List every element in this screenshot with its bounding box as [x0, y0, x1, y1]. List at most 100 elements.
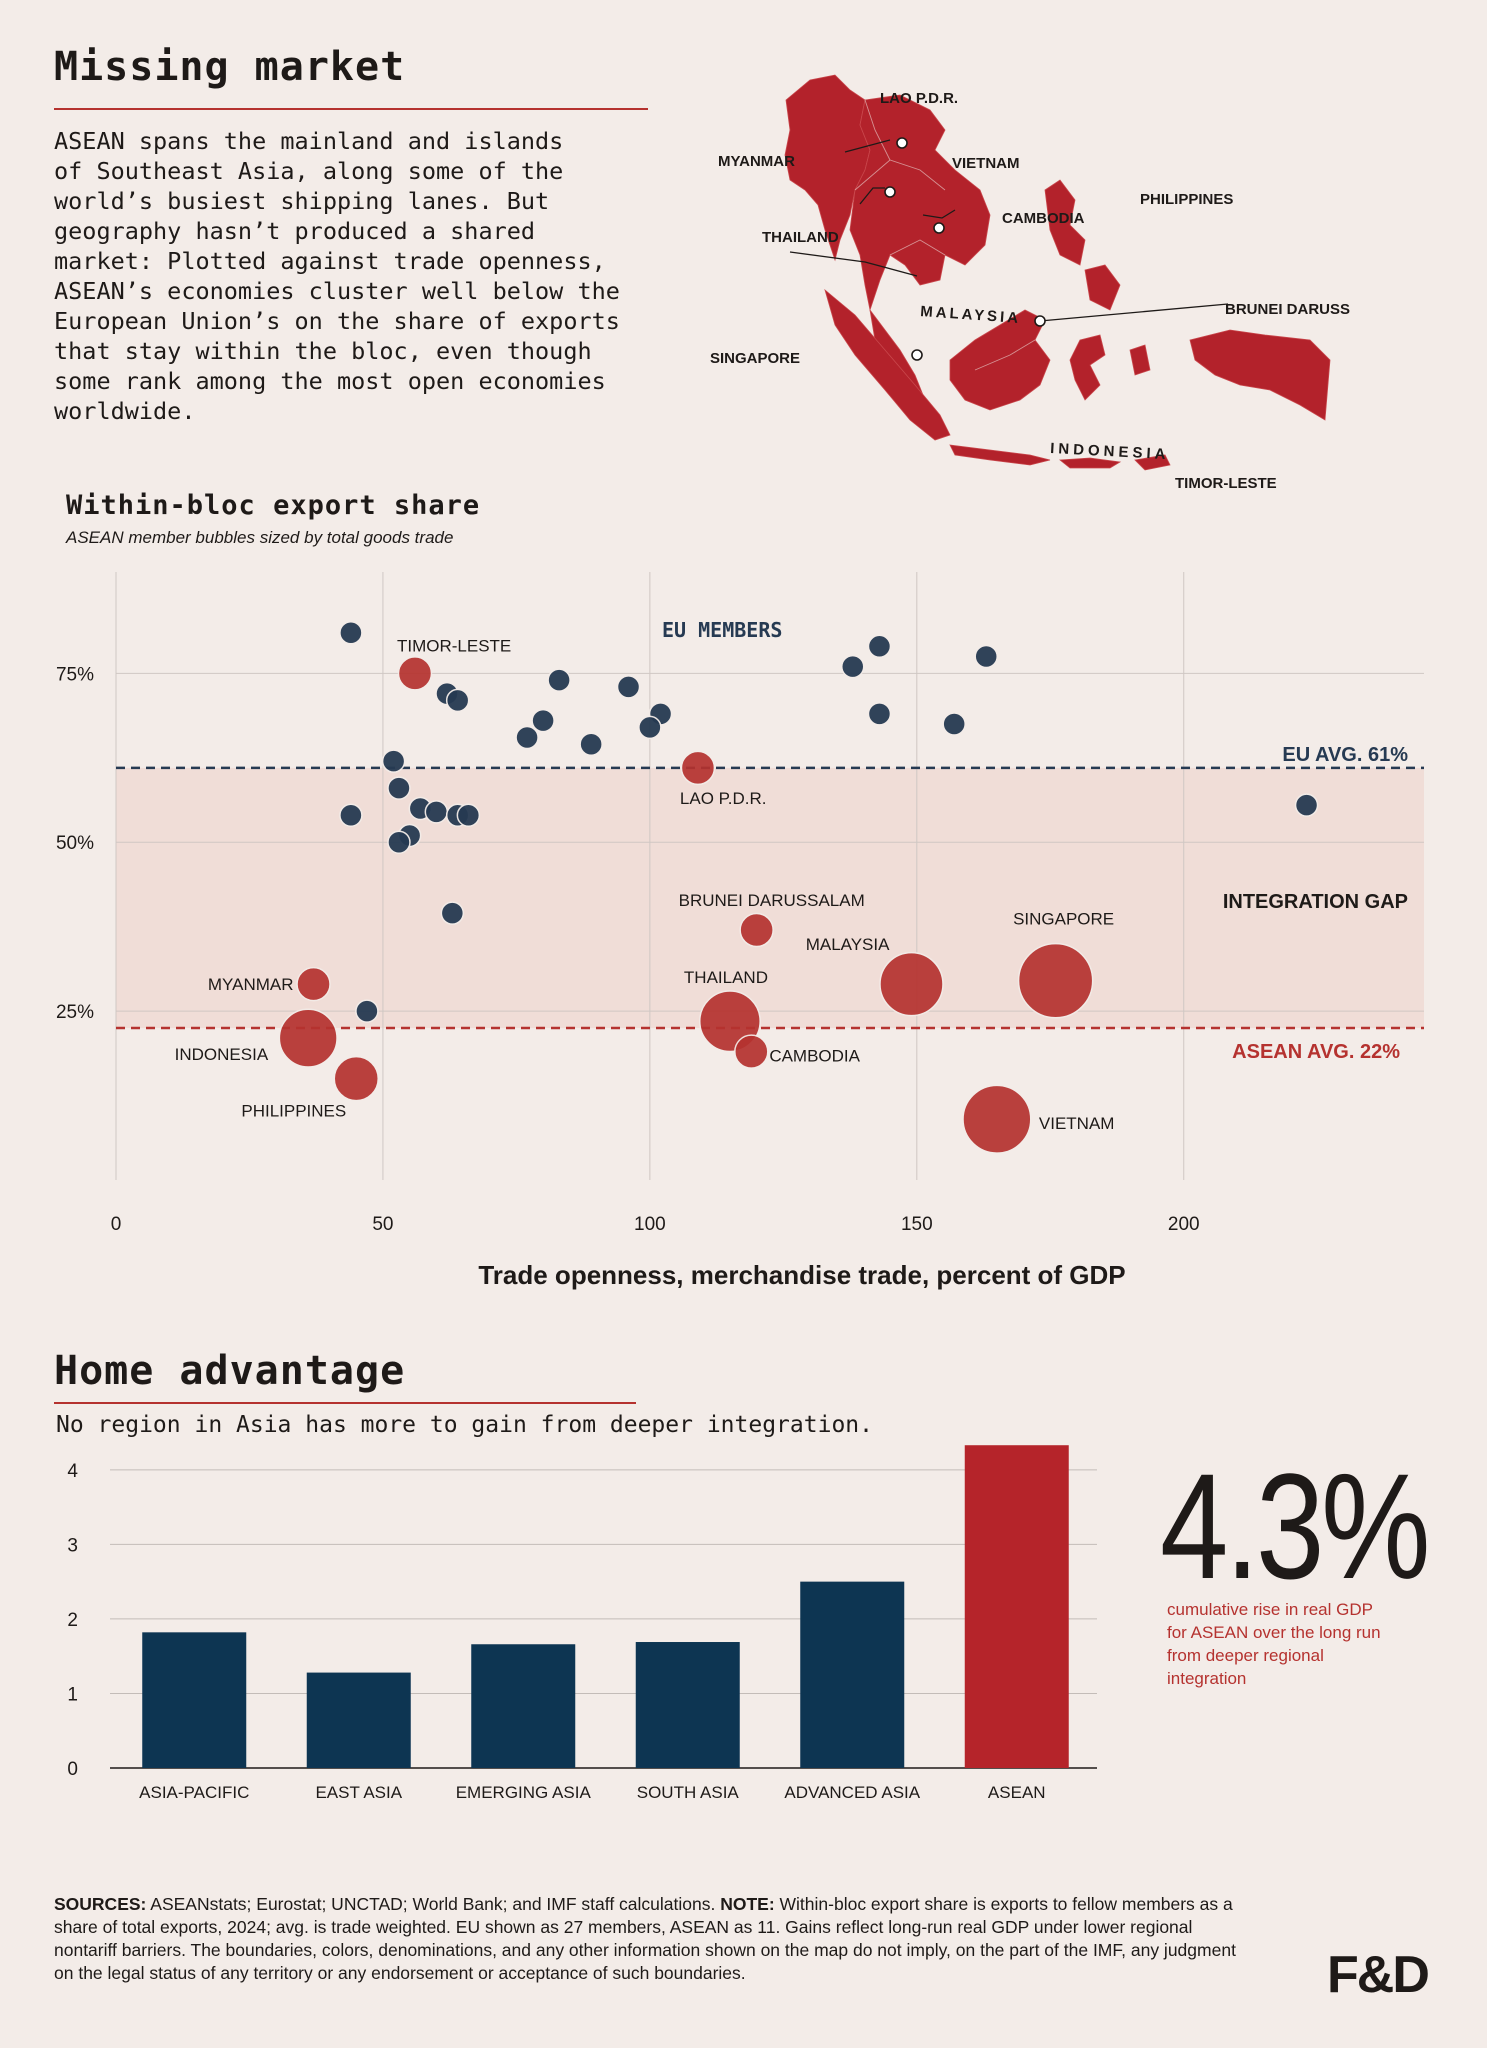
x-tick-label: 100	[634, 1214, 666, 1235]
map-label-timor-leste: TIMOR-LESTE	[1175, 475, 1277, 492]
bar-title: Home advantage	[54, 1348, 406, 1394]
asean-point-label: BRUNEI DARUSSALAM	[679, 891, 865, 910]
asean-member-point	[1017, 942, 1094, 1019]
map-borders	[854, 99, 1036, 371]
x-tick-label: 50	[372, 1214, 393, 1235]
bar-category-label: SOUTH ASIA	[637, 1783, 740, 1802]
asean-map: LAO P.D.R. MYANMAR VIETNAM THAILAND CAMB…	[710, 74, 1350, 492]
asean-member-point	[296, 966, 331, 1002]
bar-y-tick-label: 3	[67, 1535, 78, 1556]
asean-member-point	[397, 656, 433, 691]
asean-point-label: THAILAND	[684, 968, 768, 987]
bar	[471, 1644, 576, 1768]
asean-member-point	[734, 1034, 769, 1069]
scatter-chart: 0 50 100 150 200 25% 50% 75% TIMOR-LESTE LAO P.D…	[56, 572, 1424, 1290]
map-label-myanmar: MYANMAR	[718, 153, 795, 170]
asean-member-point	[879, 951, 944, 1017]
map-landmass	[784, 74, 1331, 471]
eu-member-point	[339, 621, 363, 645]
asean-point-label: MYANMAR	[208, 975, 294, 994]
bar-title-rule	[54, 1402, 636, 1404]
bar	[142, 1632, 247, 1768]
map-label-malaysia: MALAYSIA	[920, 303, 1022, 327]
eu-member-point	[387, 830, 411, 854]
eu-members-label: EU MEMBERS	[662, 618, 782, 642]
bar-labels: ASIA-PACIFIC EAST ASIA EMERGING ASIA SOUTH …	[139, 1783, 1045, 1802]
bar	[800, 1581, 905, 1768]
scatter-labels: TIMOR-LESTE LAO P.D.R. BRUNEI DARUSSALAM MY…	[175, 636, 1115, 1133]
x-tick-label: 150	[901, 1214, 933, 1235]
asean-member-point	[962, 1084, 1032, 1154]
y-tick-label: 50%	[56, 833, 94, 854]
map-label-lao: LAO P.D.R.	[880, 90, 958, 107]
eu-member-point	[355, 999, 379, 1023]
map-labels: LAO P.D.R. MYANMAR VIETNAM THAILAND CAMB…	[710, 90, 1350, 492]
eu-member-point	[515, 725, 539, 750]
asean-member-point	[739, 912, 774, 948]
asean-member-point	[680, 750, 716, 786]
asean-point-label: LAO P.D.R.	[680, 789, 767, 808]
bar-y-tick-label: 2	[67, 1610, 78, 1631]
eu-member-point	[867, 634, 892, 659]
eu-member-point	[440, 901, 465, 925]
asean-point-label: VIETNAM	[1039, 1114, 1115, 1133]
fd-logo: F&D	[1327, 1946, 1430, 2004]
eu-member-point	[867, 702, 892, 726]
asean-point-label: MALAYSIA	[806, 935, 890, 954]
title-rule	[54, 108, 648, 110]
scatter-grid	[115, 572, 1424, 1180]
bar-category-label: ASEAN	[988, 1783, 1046, 1802]
bar-rects	[142, 1445, 1069, 1768]
eu-member-point	[1294, 793, 1319, 817]
intro-text: ASEAN spans the mainland and islands of …	[54, 127, 620, 425]
eu-member-point	[456, 803, 481, 827]
eu-member-point	[579, 732, 603, 757]
bar-category-label: EMERGING ASIA	[456, 1783, 592, 1802]
map-leaders	[789, 139, 1229, 322]
eu-member-point	[841, 654, 865, 679]
scatter-x-axis-label: Trade openness, merchandise trade, perce…	[478, 1260, 1125, 1290]
asean-average-label: ASEAN AVG. 22%	[1232, 1041, 1400, 1063]
bar-category-label: EAST ASIA	[315, 1783, 402, 1802]
eu-average-label: EU AVG. 61%	[1282, 744, 1408, 766]
integration-gap-label: INTEGRATION GAP	[1223, 891, 1408, 913]
map-label-brunei: BRUNEI DARUSSALAM	[1225, 301, 1350, 318]
sources-label: SOURCES:	[54, 1894, 147, 1914]
sources-note: SOURCES: ASEANstats; Eurostat; UNCTAD; W…	[54, 1893, 1254, 1985]
bar-subtitle: No region in Asia has more to gain from …	[56, 1412, 873, 1438]
scatter-ticks: 0 50 100 150 200 25% 50% 75%	[56, 664, 1200, 1235]
stat-note: cumulative rise in real GDP for ASEAN ov…	[1167, 1600, 1381, 1688]
page-title: Missing market	[54, 44, 406, 90]
bar-grid: 0 1 2 3 4	[67, 1461, 1097, 1780]
map-label-philippines: PHILIPPINES	[1140, 191, 1233, 208]
stat-value: 4.3%	[1160, 1442, 1431, 1610]
bar	[964, 1445, 1069, 1768]
x-tick-label: 200	[1168, 1214, 1200, 1235]
bar-category-label: ASIA-PACIFIC	[139, 1783, 249, 1802]
note-text: Within-bloc export share is exports to f…	[54, 1894, 1236, 1983]
eu-member-point	[616, 675, 641, 699]
asean-point-label: SINGAPORE	[1013, 910, 1114, 929]
bar-chart: 0 1 2 3 4 ASIA-PACIFIC EAST ASIA EMERGING ASIA…	[67, 1445, 1097, 1802]
eu-member-point	[424, 800, 449, 824]
eu-member-point	[942, 712, 966, 736]
sources-text: ASEANstats; Eurostat; UNCTAD; World Bank…	[146, 1894, 721, 1914]
bar-y-tick-label: 1	[67, 1684, 78, 1705]
asean-member-point	[278, 1008, 338, 1068]
map-label-thailand: THAILAND	[762, 229, 839, 246]
eu-member-point	[387, 776, 411, 800]
x-tick-label: 0	[111, 1214, 122, 1235]
note-label: NOTE:	[720, 1894, 775, 1914]
eu-member-point	[339, 803, 363, 827]
eu-member-point	[638, 715, 662, 740]
eu-member-point	[381, 749, 406, 773]
eu-member-point	[974, 644, 998, 669]
bar-category-label: ADVANCED ASIA	[784, 1783, 920, 1802]
capital-dots	[884, 137, 1046, 361]
map-label-singapore: SINGAPORE	[710, 350, 800, 367]
eu-member-point	[531, 708, 555, 733]
y-tick-label: 25%	[56, 1002, 94, 1023]
scatter-points	[278, 621, 1319, 1154]
asean-point-label: INDONESIA	[175, 1045, 269, 1064]
integration-gap-band	[116, 767, 1424, 1028]
